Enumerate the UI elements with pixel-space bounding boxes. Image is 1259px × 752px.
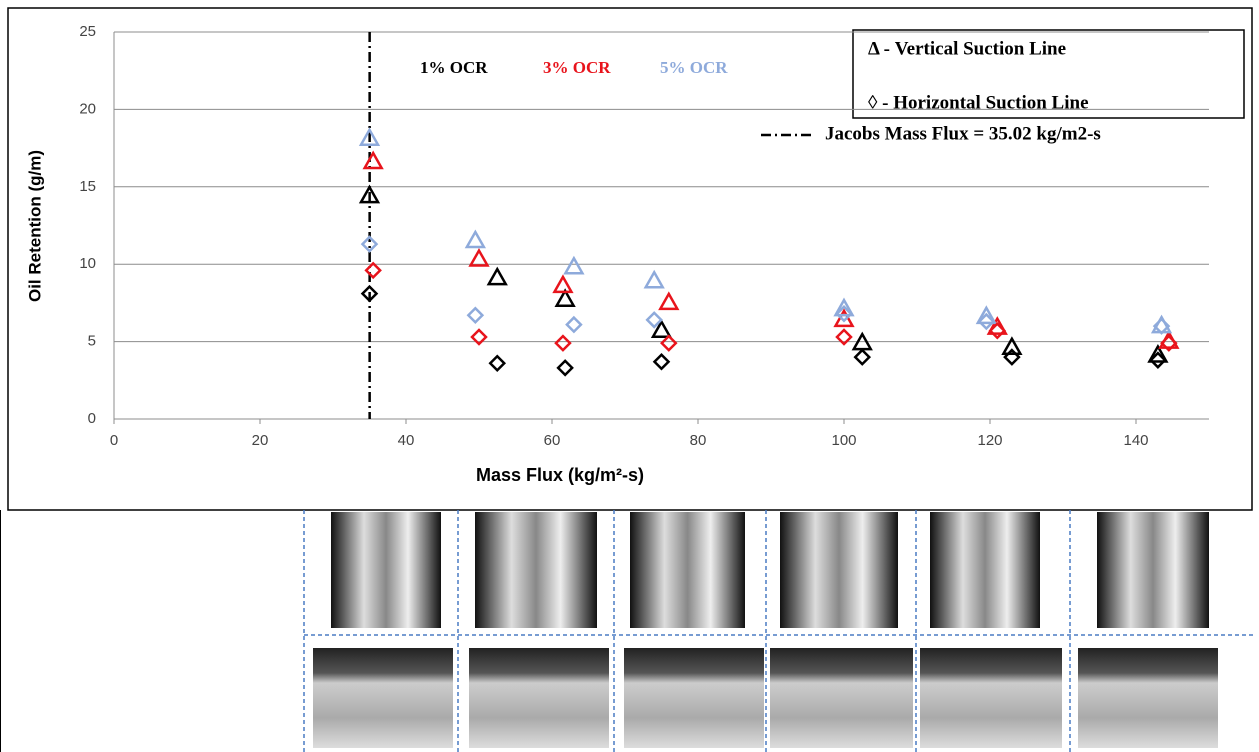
- photo: [331, 512, 441, 628]
- photo: [930, 512, 1040, 628]
- photo: [1097, 512, 1209, 628]
- ocr-label: 3% OCR: [543, 58, 611, 77]
- x-tick-label: 20: [252, 432, 269, 449]
- ocr-label: 1% OCR: [420, 58, 488, 77]
- x-tick-label: 60: [544, 432, 561, 449]
- photo: [475, 512, 597, 628]
- photo: [920, 648, 1062, 748]
- x-axis-label: Mass Flux (kg/m²-s): [476, 465, 644, 485]
- chart: Mass Flux (kg/m²-s) Oil Retention (g/m) …: [0, 0, 1259, 752]
- y-tick-label: 10: [79, 255, 96, 272]
- photo-grid: [0, 510, 1256, 752]
- photo: [1078, 648, 1218, 748]
- y-tick-label: 5: [88, 333, 96, 350]
- photo: [313, 648, 453, 748]
- y-axis-label: Oil Retention (g/m): [25, 150, 44, 302]
- y-tick-label: 20: [79, 100, 96, 117]
- y-tick-label: 15: [79, 178, 96, 195]
- photo: [624, 648, 764, 748]
- page: {"chart_data": {"type": "scatter", "xlab…: [0, 0, 1259, 752]
- reference-label: Jacobs Mass Flux = 35.02 kg/m2-s: [825, 123, 1101, 144]
- ocr-label: 5% OCR: [660, 58, 728, 77]
- legend-entry: ◊ - Horizontal Suction Line: [868, 92, 1089, 113]
- photo: [780, 512, 898, 628]
- y-tick-label: 0: [88, 410, 96, 427]
- x-tick-label: 0: [110, 432, 118, 449]
- x-tick-label: 40: [398, 432, 415, 449]
- photo: [630, 512, 745, 628]
- legend-entry: Δ - Vertical Suction Line: [868, 38, 1066, 59]
- photo: [469, 648, 609, 748]
- x-tick-label: 140: [1123, 432, 1148, 449]
- x-tick-label: 80: [690, 432, 707, 449]
- x-tick-label: 120: [977, 432, 1002, 449]
- x-tick-label: 100: [831, 432, 856, 449]
- y-tick-label: 25: [79, 23, 96, 40]
- photo: [770, 648, 913, 748]
